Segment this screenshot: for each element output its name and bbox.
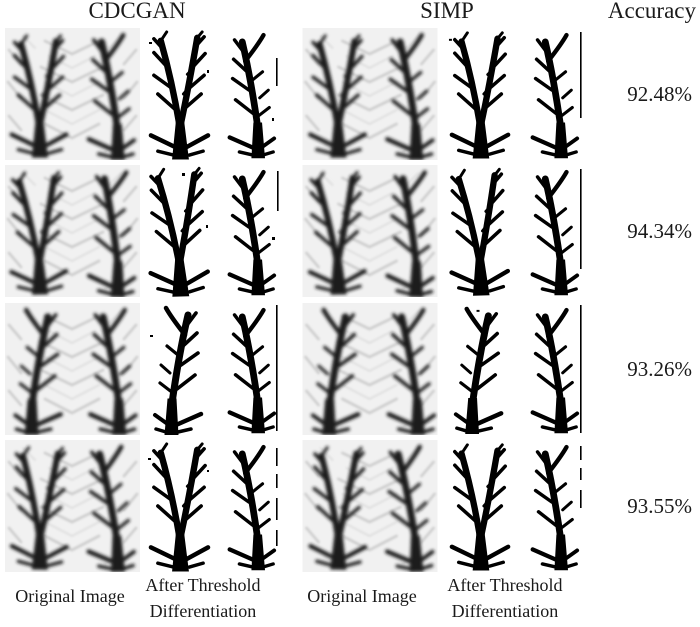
simp-threshold-image-1-row-1 <box>447 28 513 160</box>
cdcgan-threshold-image-1-row-3 <box>146 303 213 435</box>
result-row-2: 94.34% <box>0 165 700 297</box>
result-row-3: 93.26% <box>0 303 700 435</box>
simp-original-image-row-3 <box>302 303 438 435</box>
cdcgan-original-image-label: Original Image <box>15 586 125 606</box>
cdcgan-threshold-image-2-row-1 <box>222 28 280 160</box>
cdcgan-threshold-label-line1: After Threshold <box>145 575 261 595</box>
cdcgan-original-image-row-4 <box>5 440 140 572</box>
cdcgan-original-image-row-3 <box>5 303 140 435</box>
cdcgan-threshold-label: After Threshold Differentiation <box>138 572 268 624</box>
simp-threshold-label-line1: After Threshold <box>447 575 563 595</box>
cdcgan-threshold-image-1-row-1 <box>146 28 213 160</box>
cdcgan-original-image-row-2 <box>5 165 140 297</box>
cdcgan-threshold-label-line2: Differentiation <box>149 601 257 621</box>
cdcgan-threshold-image-1-row-2 <box>146 165 213 297</box>
simp-threshold-image-2-row-2 <box>525 165 583 297</box>
simp-threshold-label-line2: Differentiation <box>451 601 559 621</box>
simp-threshold-image-1-row-3 <box>447 303 513 435</box>
column-header-cdcgan: CDCGAN <box>88 0 186 23</box>
column-header-simp: SIMP <box>420 0 474 23</box>
simp-threshold-image-1-row-4 <box>447 440 513 572</box>
accuracy-value-row-3: 93.26% <box>627 357 692 381</box>
simp-threshold-image-1-row-2 <box>447 165 513 297</box>
simp-threshold-image-2-row-4 <box>525 440 583 572</box>
cdcgan-threshold-image-2-row-3 <box>222 303 280 435</box>
simp-threshold-label: After Threshold Differentiation <box>440 572 570 624</box>
accuracy-value-row-4: 93.55% <box>627 494 692 518</box>
simp-original-image-row-1 <box>302 28 438 160</box>
result-row-4: 93.55% <box>0 440 700 572</box>
simp-original-image-row-2 <box>302 165 438 297</box>
cdcgan-threshold-image-2-row-2 <box>222 165 280 297</box>
accuracy-value-row-2: 94.34% <box>627 219 692 243</box>
column-header-accuracy: Accuracy <box>607 0 696 23</box>
cdcgan-threshold-image-1-row-4 <box>146 440 213 572</box>
simp-threshold-image-2-row-1 <box>525 28 583 160</box>
cdcgan-threshold-image-2-row-4 <box>222 440 280 572</box>
result-row-1: 92.48% <box>0 28 700 160</box>
simp-original-image-label: Original Image <box>307 586 417 606</box>
simp-original-image-row-4 <box>302 440 438 572</box>
cdcgan-original-image-row-1 <box>5 28 140 160</box>
accuracy-value-row-1: 92.48% <box>627 82 692 106</box>
simp-threshold-image-2-row-3 <box>525 303 583 435</box>
